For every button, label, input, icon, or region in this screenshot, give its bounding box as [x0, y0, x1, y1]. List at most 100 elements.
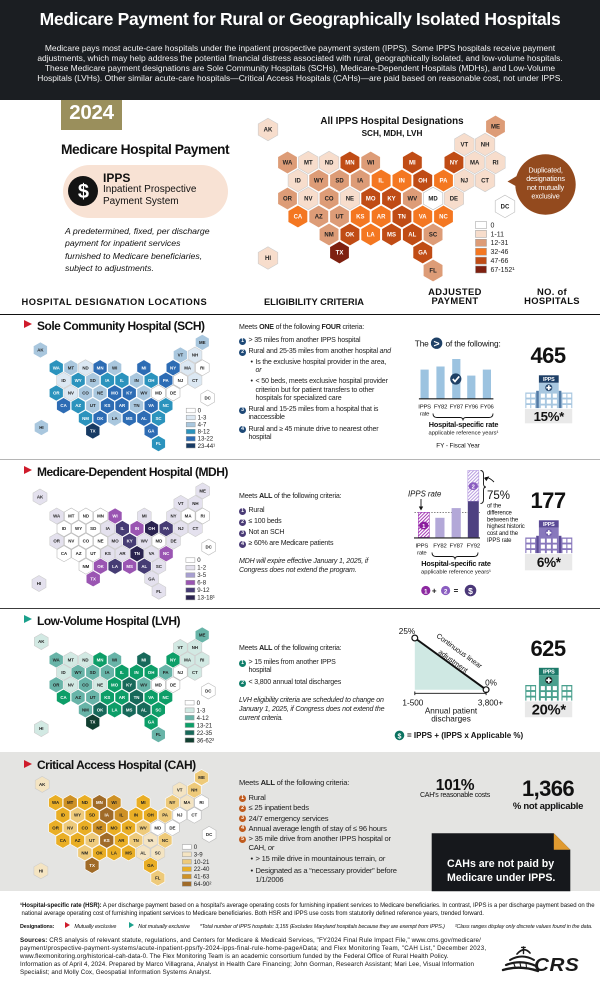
- svg-text:RI: RI: [200, 658, 204, 663]
- svg-text:DC: DC: [205, 396, 212, 401]
- svg-text:CA: CA: [60, 403, 67, 408]
- svg-text:applicable reference years¹: applicable reference years¹: [421, 569, 491, 575]
- svg-text:9-12: 9-12: [197, 587, 210, 594]
- svg-text:WV: WV: [407, 197, 417, 203]
- svg-text:1: 1: [424, 588, 428, 595]
- svg-text:FL: FL: [429, 269, 437, 275]
- svg-text:AL: AL: [140, 850, 146, 855]
- svg-text:NJ: NJ: [177, 813, 183, 818]
- svg-text:0: 0: [197, 557, 201, 564]
- svg-text:NY: NY: [450, 161, 458, 167]
- svg-text:AR: AR: [119, 403, 126, 408]
- svg-text:HI: HI: [39, 868, 43, 873]
- svg-text:32-46: 32-46: [491, 249, 509, 256]
- svg-text:MS: MS: [126, 564, 133, 569]
- svg-text:+: +: [432, 586, 437, 595]
- svg-text:IA: IA: [357, 179, 364, 185]
- svg-text:CO: CO: [82, 391, 89, 396]
- svg-text:VA: VA: [148, 403, 155, 408]
- svg-text:22-35: 22-35: [197, 730, 213, 737]
- svg-text:discharges: discharges: [431, 715, 471, 724]
- svg-text:ND: ND: [82, 658, 88, 663]
- svg-text:IL: IL: [120, 378, 124, 383]
- svg-text:47-66: 47-66: [491, 258, 509, 265]
- svg-text:MS: MS: [387, 233, 396, 239]
- svg-text:2: 2: [472, 485, 475, 491]
- svg-text:NV: NV: [67, 825, 73, 830]
- svg-text:GA: GA: [148, 576, 155, 581]
- svg-text:0%: 0%: [485, 679, 497, 688]
- svg-text:NH: NH: [192, 501, 198, 506]
- svg-text:WV: WV: [140, 682, 147, 687]
- svg-text:WA: WA: [53, 365, 61, 370]
- svg-text:VT: VT: [177, 788, 183, 793]
- svg-text:SD: SD: [90, 670, 96, 675]
- svg-text:AL: AL: [141, 416, 147, 421]
- svg-text:SC: SC: [155, 850, 162, 855]
- svg-text:ID: ID: [61, 670, 65, 675]
- svg-text:NE: NE: [97, 682, 103, 687]
- svg-text:WV: WV: [140, 391, 147, 396]
- svg-text:ID: ID: [61, 813, 65, 818]
- svg-text:SD: SD: [335, 179, 344, 185]
- svg-text:NJ: NJ: [178, 378, 184, 383]
- svg-text:AK: AK: [38, 639, 45, 644]
- svg-text:Annual patient: Annual patient: [425, 706, 478, 715]
- svg-text:NJ: NJ: [177, 670, 183, 675]
- svg-text:=: =: [454, 586, 459, 595]
- svg-text:NV: NV: [68, 391, 74, 396]
- svg-text:$: $: [468, 586, 473, 596]
- svg-text:cost and the: cost and the: [487, 531, 519, 537]
- svg-text:TX: TX: [89, 863, 95, 868]
- svg-text:WI: WI: [112, 658, 117, 663]
- svg-text:SD: SD: [89, 813, 95, 818]
- svg-text:MD: MD: [154, 825, 161, 830]
- svg-text:IN: IN: [399, 179, 405, 185]
- svg-text:CO: CO: [82, 682, 89, 687]
- svg-text:MN: MN: [345, 161, 354, 167]
- svg-text:$: $: [398, 733, 402, 740]
- svg-text:6%*: 6%*: [537, 555, 562, 570]
- svg-text:FY92: FY92: [467, 544, 480, 550]
- svg-text:ME: ME: [198, 775, 205, 780]
- svg-text:NV: NV: [68, 539, 74, 544]
- svg-text:AR: AR: [119, 551, 126, 556]
- svg-text:IA: IA: [105, 670, 110, 675]
- svg-text:KS: KS: [104, 695, 110, 700]
- svg-text:AK: AK: [37, 495, 44, 500]
- svg-text:IA: IA: [105, 378, 110, 383]
- svg-text:WY: WY: [314, 179, 324, 185]
- svg-text:RI: RI: [200, 365, 204, 370]
- svg-text:rate: rate: [417, 551, 427, 557]
- svg-text:NE: NE: [97, 539, 103, 544]
- svg-text:TX: TX: [90, 576, 96, 581]
- svg-text:12-31: 12-31: [491, 240, 509, 247]
- svg-text:NM: NM: [82, 416, 89, 421]
- svg-text:LA: LA: [112, 564, 119, 569]
- svg-text:WA: WA: [52, 800, 60, 805]
- svg-text:MO: MO: [112, 539, 120, 544]
- svg-text:13-22: 13-22: [198, 436, 214, 443]
- svg-text:1-2: 1-2: [197, 565, 206, 572]
- svg-text:ND: ND: [325, 161, 334, 167]
- svg-text:WV: WV: [140, 825, 147, 830]
- svg-text:DE: DE: [170, 391, 176, 396]
- svg-text:PA: PA: [163, 378, 170, 383]
- svg-text:PA: PA: [440, 179, 449, 185]
- svg-text:CT: CT: [192, 526, 198, 531]
- svg-text:NY: NY: [170, 658, 176, 663]
- svg-text:IPPS: IPPS: [543, 670, 555, 676]
- svg-text:SCH, MDH, LVH: SCH, MDH, LVH: [362, 129, 423, 138]
- svg-text:KS: KS: [104, 403, 110, 408]
- svg-text:3-5: 3-5: [197, 572, 206, 579]
- svg-text:0: 0: [491, 222, 495, 229]
- svg-text:1-11: 1-11: [491, 231, 505, 238]
- svg-text:LA: LA: [112, 416, 119, 421]
- svg-text:VA: VA: [148, 695, 155, 700]
- svg-text:MO: MO: [366, 197, 376, 203]
- svg-text:AZ: AZ: [75, 838, 81, 843]
- svg-text:ND: ND: [82, 800, 88, 805]
- svg-text:CO: CO: [325, 197, 334, 203]
- svg-text:FY82: FY82: [433, 544, 446, 550]
- svg-text:WY: WY: [75, 670, 82, 675]
